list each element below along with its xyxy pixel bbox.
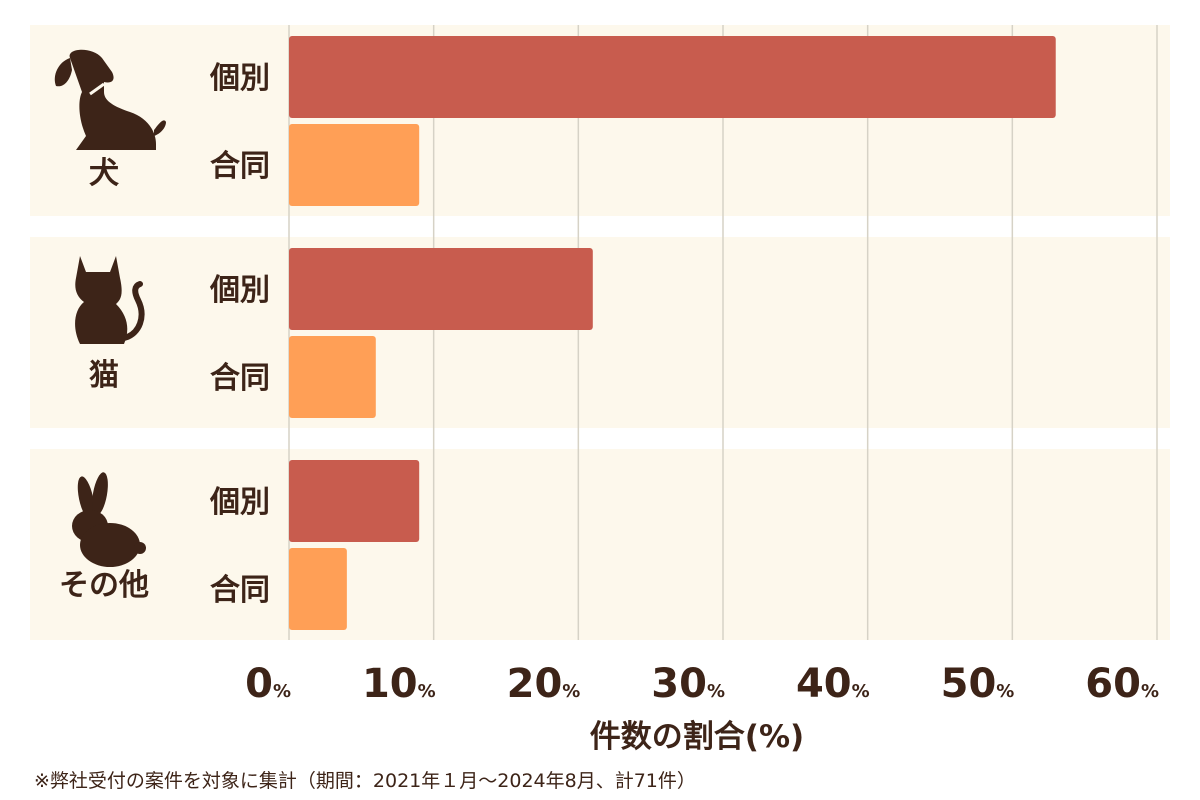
rabbit-body <box>80 523 140 567</box>
tick-label: 60% <box>1085 661 1159 707</box>
bar-category-label: 個別 <box>209 485 270 520</box>
dog-body <box>69 49 156 150</box>
rabbit-tail <box>134 542 146 554</box>
group-panel-1 <box>30 237 1170 428</box>
tick-label: 40% <box>796 661 870 707</box>
footnote: ※弊社受付の案件を対象に集計（期間：2021年１月～2024年8月、計71件） <box>34 770 696 792</box>
group-label: 犬 <box>89 156 119 191</box>
x-axis-label: 件数の割合(%) <box>590 719 804 755</box>
bar <box>289 548 347 630</box>
cat-tail <box>121 281 145 341</box>
tick-label: 50% <box>941 661 1015 707</box>
bar <box>289 248 593 330</box>
bar <box>289 336 376 418</box>
group-panel-2 <box>30 449 1170 640</box>
bar-category-label: 個別 <box>209 273 270 308</box>
cat-body <box>75 256 128 344</box>
tick-label: 10% <box>362 661 436 707</box>
bar <box>289 124 420 206</box>
rabbit-ear-left <box>77 476 95 520</box>
tick-label: 0% <box>245 661 291 707</box>
bar-category-label: 合同 <box>210 361 270 396</box>
group-label: 猫 <box>89 358 119 393</box>
bar-category-label: 合同 <box>210 149 270 184</box>
tick-label: 30% <box>651 661 725 707</box>
dog-tail <box>154 120 166 136</box>
tick-label: 20% <box>507 661 581 707</box>
dog-ear <box>54 58 72 87</box>
bar <box>289 36 1056 118</box>
rabbit-ear-right <box>92 472 108 516</box>
bar-category-label: 個別 <box>209 61 270 96</box>
bar-category-label: 合同 <box>210 573 270 608</box>
bar <box>289 460 420 542</box>
group-label: その他 <box>59 568 149 603</box>
dog-collar <box>89 82 105 96</box>
